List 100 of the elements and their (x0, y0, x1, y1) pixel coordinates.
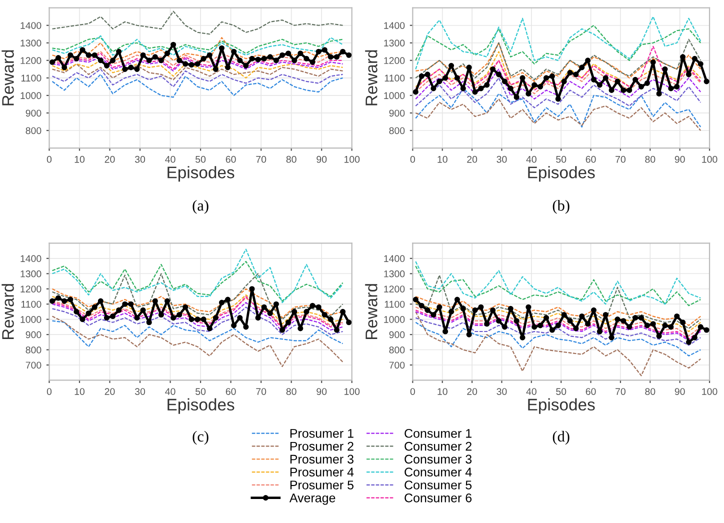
point (128, 64, 134, 70)
point (466, 332, 472, 338)
legend-label: Consumer 3 (404, 454, 472, 464)
point (243, 62, 249, 68)
point (698, 324, 704, 330)
point (561, 312, 567, 318)
x-tick-label: 30 (496, 388, 507, 395)
point (68, 296, 74, 302)
point (176, 312, 182, 318)
point (460, 306, 466, 312)
y-tick-label: 900 (26, 331, 42, 338)
point (532, 324, 538, 330)
point (567, 318, 573, 324)
y-tick-label: 1400 (20, 255, 42, 262)
point (340, 308, 346, 314)
point (412, 296, 418, 302)
legend-label: Prosumer 4 (290, 468, 354, 477)
point (146, 58, 152, 64)
point (632, 315, 638, 321)
point (328, 316, 334, 322)
x-tick-label: 20 (467, 156, 478, 163)
point (674, 84, 680, 90)
point (340, 48, 346, 54)
point (543, 315, 550, 321)
point (579, 64, 585, 70)
point (662, 66, 668, 72)
x-tick-label: 80 (286, 388, 296, 395)
point (424, 72, 430, 78)
point (104, 62, 110, 68)
point (418, 302, 424, 308)
point (590, 307, 597, 313)
point (704, 78, 710, 84)
point (206, 52, 212, 58)
point (218, 300, 225, 306)
point (182, 304, 188, 310)
point (686, 339, 692, 345)
legend-label: Prosumer 3 (290, 454, 354, 464)
y-tick-label: 1100 (21, 300, 42, 308)
point (98, 58, 104, 64)
x-tick-label: 50 (556, 388, 566, 395)
y-tick-label: 1200 (384, 286, 405, 292)
y-tick-label: 1200 (20, 286, 42, 292)
line-series (415, 88, 702, 128)
y-tick-label: 800 (389, 346, 405, 354)
point (585, 58, 591, 64)
y-tick-label: 1000 (20, 316, 42, 323)
point (334, 327, 340, 333)
point (626, 87, 632, 93)
y-tick-label: 1000 (384, 92, 405, 100)
line-series (52, 10, 344, 35)
point (520, 334, 526, 340)
point (430, 312, 436, 318)
line-series (415, 98, 702, 132)
point (310, 59, 316, 65)
point (188, 316, 194, 322)
point (298, 50, 304, 56)
point (267, 310, 273, 316)
point (249, 56, 255, 62)
point (638, 84, 644, 90)
point (573, 72, 579, 78)
point (243, 324, 249, 330)
point (490, 66, 496, 72)
point (134, 315, 140, 321)
point (116, 307, 122, 313)
x-tick-label: 0 (46, 156, 52, 163)
point (334, 54, 340, 60)
x-tick-label: 80 (645, 156, 656, 163)
point (200, 316, 206, 322)
x-tick-label: 50 (196, 156, 206, 163)
point (146, 320, 152, 326)
point (62, 298, 68, 304)
x-tick-label: 10 (438, 388, 448, 395)
point (158, 58, 164, 64)
point (538, 84, 544, 90)
point (249, 286, 255, 292)
y-tick-label: 1300 (384, 40, 405, 47)
point (49, 298, 56, 304)
point (596, 82, 602, 88)
point (304, 308, 310, 314)
point (502, 78, 508, 84)
point (182, 61, 188, 67)
point (526, 304, 532, 310)
point (532, 82, 538, 88)
point (668, 86, 674, 92)
x-tick-label: 0 (410, 156, 416, 163)
text: (c) (192, 430, 208, 445)
point (442, 75, 448, 81)
line-series (415, 68, 702, 100)
y-tick-label: 800 (26, 127, 42, 134)
x-tick-label: 90 (316, 156, 327, 163)
x-tick-label: 10 (438, 156, 448, 163)
point (286, 50, 292, 56)
x-tick-label: 30 (134, 388, 146, 395)
x-tick-label: 70 (616, 156, 626, 163)
x-tick-label: 100 (702, 156, 718, 163)
point (255, 315, 261, 321)
legend-label: Consumer 1 (404, 428, 472, 438)
point (261, 304, 267, 310)
point (662, 322, 668, 328)
text: (a) (192, 200, 208, 214)
